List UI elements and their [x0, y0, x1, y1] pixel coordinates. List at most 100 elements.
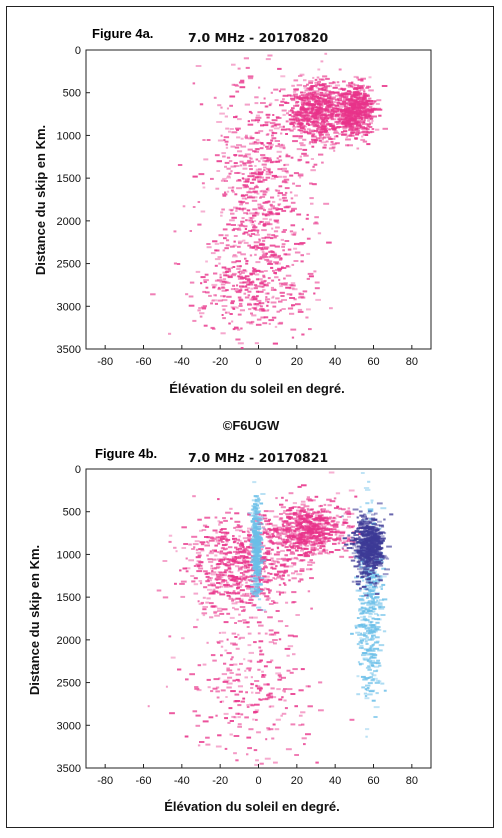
data-cell — [266, 581, 269, 584]
data-cell — [296, 84, 303, 87]
data-cell — [363, 92, 367, 95]
data-cell — [242, 573, 246, 576]
data-cell — [287, 509, 293, 512]
data-cell — [362, 560, 365, 563]
data-cell — [314, 100, 318, 103]
data-cell — [302, 111, 307, 113]
data-cell — [263, 97, 266, 100]
data-cell — [316, 518, 321, 521]
data-cell — [245, 691, 248, 694]
data-cell — [299, 568, 305, 571]
data-cell — [222, 563, 227, 565]
data-cell — [314, 516, 320, 519]
data-cell — [375, 679, 380, 682]
data-cell — [285, 133, 288, 135]
data-cell — [313, 140, 317, 143]
data-cell — [230, 517, 233, 520]
data-cell — [261, 556, 268, 559]
data-cell — [147, 705, 150, 708]
data-cell — [361, 686, 366, 689]
data-cell — [297, 580, 301, 583]
data-cell — [229, 507, 233, 510]
data-cell — [254, 560, 257, 563]
data-cell — [317, 68, 321, 71]
data-cell — [218, 677, 221, 680]
data-cell — [247, 290, 252, 293]
data-cell — [260, 556, 267, 559]
data-cell — [231, 320, 234, 323]
data-cell — [348, 526, 354, 529]
data-cell — [340, 118, 346, 121]
data-cell — [372, 601, 378, 604]
data-cell — [351, 526, 354, 528]
data-cell — [311, 133, 316, 136]
data-cell — [310, 91, 313, 94]
data-cell — [199, 103, 204, 106]
data-cell — [222, 517, 226, 520]
data-cell — [293, 530, 297, 532]
data-cell — [336, 91, 340, 94]
data-cell — [200, 282, 203, 285]
data-cell — [260, 567, 265, 570]
data-cell — [304, 552, 308, 554]
data-cell — [243, 560, 250, 563]
data-cell — [359, 116, 364, 119]
data-cell — [217, 288, 221, 291]
data-cell — [378, 577, 383, 580]
data-cell — [375, 640, 380, 643]
data-cell — [256, 535, 261, 538]
data-cell — [290, 99, 296, 102]
data-cell — [346, 547, 352, 549]
data-cell — [266, 167, 271, 170]
data-cell — [298, 543, 302, 546]
data-cell — [369, 543, 375, 546]
data-cell — [349, 542, 355, 545]
data-cell — [322, 536, 328, 539]
data-cell — [256, 606, 262, 609]
data-cell — [265, 553, 270, 555]
data-cell — [250, 520, 255, 523]
data-cell — [298, 112, 302, 115]
data-cell — [309, 530, 314, 533]
data-cell — [314, 84, 318, 86]
data-cell — [231, 272, 237, 275]
data-cell — [235, 577, 241, 580]
data-cell — [195, 556, 201, 559]
data-cell — [314, 537, 317, 540]
data-cell — [217, 498, 220, 501]
data-cell — [358, 103, 364, 106]
data-cell — [238, 298, 243, 301]
data-cell — [273, 127, 280, 130]
data-cell — [375, 692, 379, 695]
data-cell — [292, 544, 295, 547]
data-cell — [349, 91, 356, 94]
data-cell — [203, 158, 209, 161]
data-cell — [208, 294, 212, 297]
data-cell — [358, 624, 364, 626]
data-cell — [301, 532, 306, 534]
data-cell — [276, 531, 280, 534]
data-cell — [287, 549, 291, 552]
data-cell — [358, 646, 364, 649]
data-cell — [346, 540, 352, 542]
data-cell — [366, 650, 370, 653]
data-cell — [279, 535, 282, 538]
data-cell — [303, 107, 310, 110]
data-cell — [291, 207, 297, 210]
data-cell — [278, 90, 281, 93]
data-cell — [261, 674, 267, 677]
data-cell — [168, 635, 172, 638]
data-cell — [376, 99, 382, 102]
data-cell — [282, 94, 289, 97]
data-cell — [356, 99, 362, 102]
data-cell — [319, 533, 322, 536]
data-cell — [306, 512, 311, 515]
data-cell — [373, 670, 378, 673]
data-cell — [329, 85, 332, 88]
data-cell — [222, 193, 228, 196]
data-cell — [224, 165, 227, 168]
data-cell — [358, 93, 363, 96]
data-cell — [240, 347, 244, 349]
data-cell — [214, 614, 220, 617]
data-cell — [272, 542, 275, 545]
